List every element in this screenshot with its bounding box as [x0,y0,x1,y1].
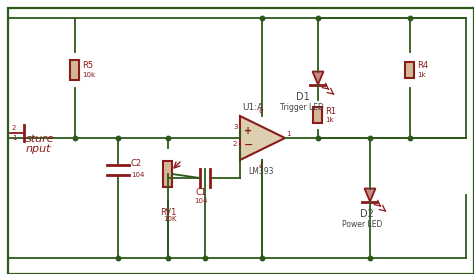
Text: 1k: 1k [417,72,426,78]
Text: RV1: RV1 [160,208,176,217]
Text: 1k: 1k [325,117,334,123]
Text: Trigger LED: Trigger LED [280,103,324,112]
Bar [164,161,173,187]
Text: 4: 4 [259,163,264,169]
Text: 3: 3 [233,124,237,130]
Polygon shape [312,72,323,84]
Text: Power LED: Power LED [342,220,383,229]
Text: 104: 104 [194,198,208,204]
Text: LM393: LM393 [248,167,273,176]
Bar [71,60,80,80]
Text: R5: R5 [82,61,93,70]
Text: 1: 1 [12,135,17,141]
Polygon shape [365,189,375,201]
Text: 104: 104 [131,172,145,178]
Text: C1: C1 [195,188,207,197]
Bar [313,107,322,123]
Bar [405,62,414,78]
Text: +: + [244,126,252,136]
Text: 10K: 10K [163,216,176,222]
Text: nput: nput [26,144,52,154]
Text: D2: D2 [360,209,374,219]
Text: D1: D1 [296,92,310,102]
Text: 10k: 10k [82,72,95,78]
Text: 1: 1 [286,131,291,137]
Text: 8: 8 [259,108,264,114]
Text: U1:A: U1:A [242,103,263,112]
Text: R1: R1 [325,107,336,116]
Text: 2: 2 [233,141,237,147]
Text: sture: sture [26,134,55,144]
Text: R4: R4 [417,61,428,70]
Text: C2: C2 [131,159,142,169]
Text: −: − [244,140,254,150]
Text: 2: 2 [12,125,17,131]
Polygon shape [240,116,285,160]
